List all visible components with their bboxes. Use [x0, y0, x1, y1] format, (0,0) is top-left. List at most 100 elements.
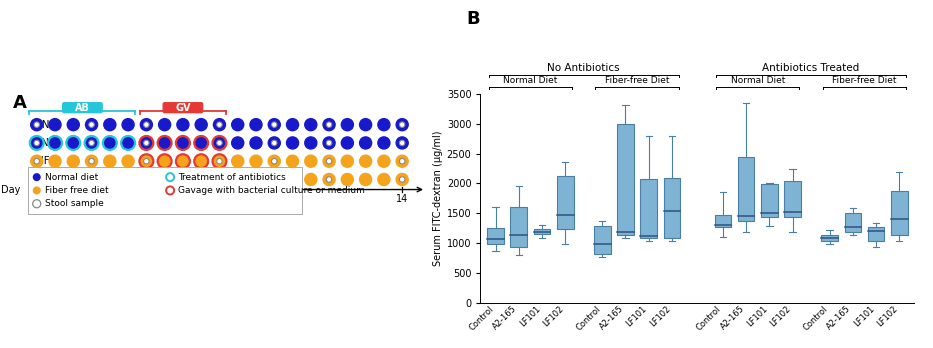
Circle shape — [214, 155, 226, 167]
Text: NF: NF — [35, 156, 49, 166]
Circle shape — [144, 122, 149, 127]
Circle shape — [33, 200, 41, 208]
FancyBboxPatch shape — [163, 103, 202, 113]
Circle shape — [397, 119, 409, 131]
Circle shape — [166, 173, 174, 181]
Circle shape — [272, 158, 277, 164]
Circle shape — [231, 137, 244, 149]
Text: A: A — [13, 94, 27, 112]
Text: Normal Diet: Normal Diet — [503, 76, 558, 85]
Circle shape — [397, 155, 409, 167]
Circle shape — [34, 177, 39, 182]
Circle shape — [140, 173, 152, 185]
Circle shape — [104, 173, 116, 185]
Circle shape — [399, 140, 405, 146]
Circle shape — [89, 122, 94, 127]
Circle shape — [195, 137, 207, 149]
Bar — [784, 181, 801, 217]
Bar — [557, 176, 574, 229]
Circle shape — [359, 137, 371, 149]
Circle shape — [397, 173, 409, 185]
Circle shape — [34, 158, 39, 164]
Circle shape — [323, 119, 335, 131]
Circle shape — [195, 155, 207, 167]
Bar — [761, 184, 778, 217]
Circle shape — [286, 137, 299, 149]
Circle shape — [214, 173, 226, 185]
Circle shape — [122, 155, 134, 167]
Circle shape — [159, 119, 171, 131]
Circle shape — [359, 155, 371, 167]
Text: Day: Day — [1, 184, 21, 195]
Text: 14: 14 — [396, 193, 409, 204]
Bar — [821, 235, 838, 241]
Circle shape — [323, 173, 335, 185]
Text: AN: AN — [35, 138, 49, 148]
Text: GV: GV — [175, 103, 190, 113]
Text: AB: AB — [75, 103, 90, 113]
Text: -6: -6 — [32, 193, 42, 204]
Circle shape — [341, 137, 354, 149]
Text: Antibiotics Treated: Antibiotics Treated — [762, 63, 859, 73]
Circle shape — [177, 119, 189, 131]
Circle shape — [378, 173, 390, 185]
Circle shape — [31, 173, 43, 185]
Circle shape — [378, 155, 390, 167]
Circle shape — [49, 173, 61, 185]
Text: B: B — [466, 10, 480, 29]
Text: Stool sample: Stool sample — [45, 199, 104, 208]
Circle shape — [272, 140, 277, 146]
Circle shape — [286, 155, 299, 167]
Circle shape — [286, 173, 299, 185]
Circle shape — [272, 177, 277, 182]
Text: 4: 4 — [216, 193, 222, 204]
Circle shape — [268, 173, 280, 185]
Circle shape — [49, 137, 61, 149]
Circle shape — [104, 137, 116, 149]
Circle shape — [67, 173, 79, 185]
Bar — [510, 207, 527, 247]
Circle shape — [177, 155, 189, 167]
Circle shape — [323, 137, 335, 149]
Circle shape — [359, 173, 371, 185]
Circle shape — [195, 173, 207, 185]
Circle shape — [231, 173, 244, 185]
Circle shape — [104, 155, 116, 167]
Circle shape — [216, 122, 222, 127]
Circle shape — [250, 173, 262, 185]
Circle shape — [144, 140, 149, 146]
Text: Normal Diet: Normal Diet — [731, 76, 785, 85]
Circle shape — [399, 158, 405, 164]
Circle shape — [399, 177, 405, 182]
Circle shape — [250, 119, 262, 131]
Text: 0: 0 — [144, 193, 149, 204]
Bar — [594, 226, 610, 254]
Text: NN: NN — [34, 120, 49, 130]
Text: No Antibiotics: No Antibiotics — [548, 63, 620, 73]
Circle shape — [31, 155, 43, 167]
Circle shape — [268, 155, 280, 167]
Circle shape — [89, 158, 94, 164]
Text: Fiber free diet: Fiber free diet — [45, 186, 108, 195]
Circle shape — [144, 177, 149, 182]
Circle shape — [89, 140, 94, 146]
Bar — [715, 215, 731, 227]
Circle shape — [144, 158, 149, 164]
Circle shape — [250, 137, 262, 149]
Circle shape — [327, 122, 332, 127]
Bar — [640, 179, 657, 238]
Bar — [891, 191, 908, 235]
Text: Normal diet: Normal diet — [45, 173, 98, 182]
Circle shape — [86, 173, 98, 185]
Circle shape — [34, 140, 39, 146]
Circle shape — [67, 119, 79, 131]
Text: Fiber-free Diet: Fiber-free Diet — [605, 76, 669, 85]
Circle shape — [327, 140, 332, 146]
Circle shape — [89, 177, 94, 182]
Circle shape — [31, 119, 43, 131]
Circle shape — [140, 119, 152, 131]
Circle shape — [268, 137, 280, 149]
Circle shape — [214, 119, 226, 131]
Circle shape — [195, 119, 207, 131]
Circle shape — [231, 119, 244, 131]
